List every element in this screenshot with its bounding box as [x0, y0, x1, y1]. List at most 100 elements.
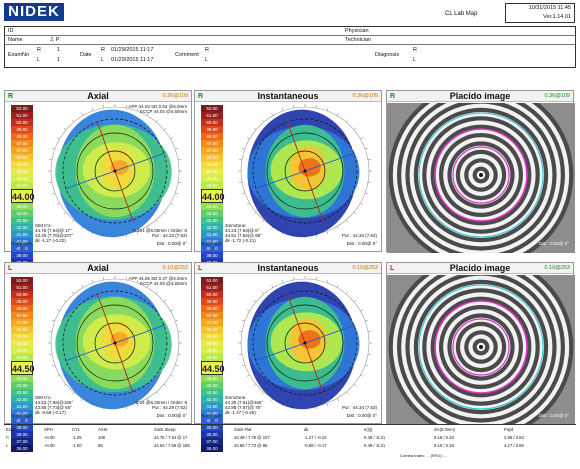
table-cell: -1.00 — [72, 443, 82, 448]
eye-label: L — [390, 265, 395, 272]
comment-r-eye: R — [205, 47, 209, 53]
app-text: APP 44.03 SD 0.53 @6.0mm — [128, 104, 187, 109]
table-cell: +0.00 — [44, 435, 55, 440]
scale-step: 48.00 — [201, 133, 223, 140]
order-text: -0.324 @6.00mm / Order: 8 — [131, 228, 187, 233]
scale-step: 48.00 — [11, 133, 33, 140]
table-cell: +0.00 — [44, 443, 55, 448]
scale-step: 41.00 — [201, 410, 223, 417]
scale-step: 42.50 — [201, 389, 223, 396]
table-cell: 3.96 / 3.53 — [504, 435, 524, 440]
pur-text: Pur : 44.23 (7.63) — [151, 233, 187, 238]
scale-step: 47.50 — [11, 140, 33, 147]
eye-label: L — [8, 265, 13, 272]
eccp-text: ECCP 44.03 @4.50mm — [139, 281, 187, 286]
scale-step: 43.00 — [11, 382, 33, 389]
name-value: J, P — [50, 37, 60, 43]
scale-step: 52.00 — [201, 277, 223, 284]
simk-sim: SIM K's: — [35, 395, 52, 400]
table-header: Simk Flat — [234, 427, 252, 432]
date-l-eye: L — [101, 57, 105, 63]
scale-step: 48.00 — [201, 305, 223, 312]
color-scale: 52.00 51.00 50.00 49.00 48.00 47.50 47.00 46.50… — [201, 105, 223, 189]
panel-l-inst: Instantaneous L 0.10@253 52.00 51.00 50.00 49.… — [194, 262, 382, 452]
scale-step: 46.50 — [11, 326, 33, 333]
date-label: Date — [80, 52, 92, 58]
scale-step: 52.00 — [201, 105, 223, 112]
scale-step: 41.00 — [11, 238, 33, 245]
scale-step: 41.50 — [201, 403, 223, 410]
scale-step: 47.00 — [201, 147, 223, 154]
scale-step: 43.50 — [11, 375, 33, 382]
name-label: Name — [8, 37, 23, 43]
norm-label: Norm Indv. .50 — [201, 241, 223, 251]
diagnosis-r-eye: R — [413, 47, 417, 53]
simk-sim2: 43.49 (7.76)@107° — [35, 233, 74, 238]
scale-step: 43.50 — [201, 375, 223, 382]
scale-step: 45.50 — [11, 168, 33, 175]
placido-eye-image — [387, 103, 575, 253]
table-cell: -1.25 — [72, 435, 82, 440]
diagnosis-l-eye: L — [413, 57, 417, 63]
panel-r-inst: Instantaneous R 0.36@109 52.00 51.00 50.00 49.… — [194, 90, 382, 280]
panel-r-axial: Axial R 0.36@109 52.00 51.00 50.00 49.00 48.00 4… — [4, 90, 192, 280]
scale-step: 52.00 — [11, 277, 33, 284]
eye-label: R — [390, 93, 396, 100]
scale-step: 36.00 — [201, 445, 223, 452]
date-r: 01/29/2015 11:17 — [111, 47, 154, 53]
pur-text: Pur : 44.34 (7.63) — [341, 233, 377, 238]
scale-step: 49.00 — [11, 126, 33, 133]
scale-step: 47.50 — [201, 312, 223, 319]
count-label: 0.36@109 — [544, 93, 570, 99]
scale-step: 44.50 — [201, 354, 223, 361]
table-header: Exam — [6, 427, 17, 432]
comment-l-eye: L — [205, 57, 209, 63]
scale-step: 45.00 — [201, 347, 223, 354]
table-cell: 0.46 / -0.21 — [364, 443, 386, 448]
dist-text: Dist : 0.00@ 0° — [346, 413, 377, 418]
topography-map — [238, 104, 372, 238]
panel-l-plac: Placido image L 0.10@253 Dist : 0.00@ 0° — [386, 262, 575, 425]
scale-step: 37.00 — [201, 438, 223, 445]
scale-step: 38.00 — [11, 431, 33, 438]
examno-r-eye: R — [37, 47, 41, 53]
examno-l: 1 — [57, 57, 61, 63]
table-cell: -1.27 / -0.22 — [304, 435, 327, 440]
simk-sim: 3mmZone: — [225, 395, 247, 400]
eccp-text: ECCP 44.04 @4.50mm — [139, 109, 187, 114]
simk-sim3: dk -1.47 (-0.26) — [225, 410, 256, 415]
examno-r: 1 — [57, 47, 61, 53]
scale-step: 44.50 — [11, 354, 33, 361]
table-header: e(Q) — [364, 427, 373, 432]
table-cell: 65 — [98, 443, 103, 448]
table-cell: R — [6, 435, 10, 440]
count-label: 0.36@109 — [352, 93, 378, 99]
comment-label: Comment — [175, 52, 199, 58]
date-r-eye: R — [101, 47, 105, 53]
simk-sim1: 44.23 (7.63)@ 8° — [225, 228, 260, 233]
simk-sim1: 44.76 (7.54)@ 17° — [35, 228, 72, 233]
scale-step: 49.00 — [11, 298, 33, 305]
report-title: CL Lab Map — [445, 11, 478, 17]
table-cell: 44.76 / 7.54 @ 17 — [154, 435, 188, 440]
scale-step: 40.00 — [11, 417, 33, 424]
color-scale: 52.00 51.00 50.00 49.00 48.00 47.50 47.00 46.50… — [11, 105, 33, 189]
table-cell: 43.49 / 7.76 @ 107 — [234, 435, 270, 440]
topography-map — [48, 104, 182, 238]
scale-step: 49.00 — [201, 126, 223, 133]
scale-center-value: 44.00 — [201, 189, 225, 203]
scale-step: 41.50 — [201, 231, 223, 238]
scale-step: 51.00 — [201, 284, 223, 291]
simk-sim1: 44.53 (7.58)@155° — [35, 400, 74, 405]
table-cell: 0.45 / -0.21 — [364, 435, 386, 440]
name-row: Name J, P Technician — [5, 36, 575, 45]
table-cell: 108 — [98, 435, 105, 440]
scale-step: 43.50 — [201, 203, 223, 210]
datetime: 10/31/2015 11:45 — [528, 5, 571, 11]
pur-text: Pur : 44.34 (7.63) — [341, 405, 377, 410]
table-header: dk — [304, 427, 309, 432]
scale-step: 43.00 — [201, 210, 223, 217]
scale-step: 43.00 — [11, 210, 33, 217]
diagnosis-label: Diagnosis — [375, 52, 400, 58]
scale-step: 41.50 — [11, 231, 33, 238]
